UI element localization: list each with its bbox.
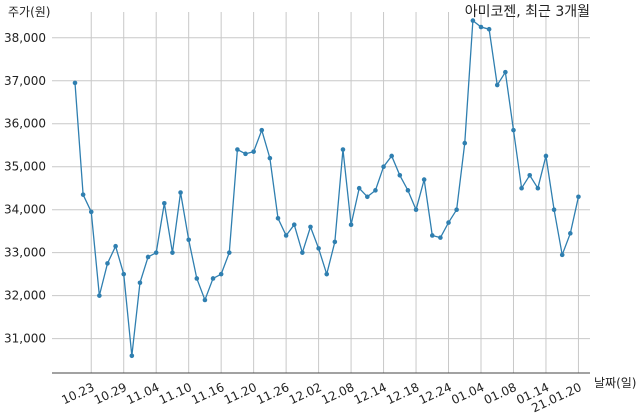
price-point — [259, 127, 265, 133]
price-point — [462, 140, 468, 146]
price-point — [308, 224, 313, 230]
price-point — [80, 192, 86, 197]
y-tick-label: 34,000 — [4, 203, 46, 217]
y-tick-label: 38,000 — [4, 31, 46, 45]
price-point — [486, 26, 492, 32]
price-point — [413, 207, 419, 212]
y-axis-label: 주가(원) — [8, 5, 50, 19]
price-point — [397, 173, 403, 178]
price-point — [162, 200, 167, 206]
price-point — [421, 177, 427, 182]
price-point — [251, 149, 256, 154]
y-tick-label: 31,000 — [4, 332, 46, 346]
price-point — [478, 24, 484, 30]
x-tick-label: 11.10 — [157, 380, 194, 407]
price-point — [405, 188, 411, 193]
price-point — [275, 215, 281, 221]
price-point — [283, 233, 289, 238]
price-point — [210, 276, 216, 281]
price-point — [300, 250, 305, 255]
x-tick-label: 12.18 — [384, 380, 421, 407]
price-point — [429, 233, 435, 238]
y-tick-label: 35,000 — [4, 160, 46, 174]
price-point — [535, 185, 541, 191]
price-point — [527, 173, 533, 178]
x-gridlines — [90, 12, 579, 373]
price-point — [503, 69, 508, 75]
price-point — [72, 80, 78, 86]
x-tick-label: 01.08 — [482, 380, 519, 407]
price-point — [105, 261, 110, 266]
price-point — [88, 209, 94, 215]
x-tick-label: 12.02 — [287, 380, 324, 407]
price-point — [511, 127, 516, 133]
price-point — [348, 222, 354, 228]
price-point — [324, 271, 330, 277]
price-point — [454, 207, 459, 212]
price-point — [186, 237, 191, 243]
y-tick-label: 36,000 — [4, 117, 46, 131]
x-tick-labels: 10.2310.2911.0411.1011.1611.2011.2612.02… — [59, 380, 583, 414]
price-point — [356, 185, 362, 191]
chart-title: 아미코젠, 최근 3개월 — [465, 4, 590, 20]
price-point — [543, 153, 549, 159]
x-axis-label: 날짜(일) — [594, 376, 636, 390]
price-point — [226, 250, 232, 255]
price-point — [145, 254, 151, 260]
price-point — [316, 246, 321, 251]
x-tick-label: 12.08 — [319, 380, 356, 407]
price-point — [218, 271, 224, 277]
price-point — [381, 164, 386, 170]
price-point — [121, 271, 127, 277]
x-tick-label: 10.29 — [92, 380, 129, 407]
x-tick-label: 11.16 — [189, 380, 226, 407]
price-point — [389, 153, 394, 159]
x-tick-label: 11.04 — [124, 380, 161, 407]
y-tick-label: 32,000 — [4, 289, 46, 303]
price-point — [559, 252, 565, 258]
price-point — [113, 243, 118, 249]
price-point — [243, 151, 248, 157]
y-tick-label: 33,000 — [4, 246, 46, 260]
price-point — [291, 222, 297, 228]
price-point — [494, 82, 500, 88]
price-point — [332, 239, 338, 245]
price-point — [178, 190, 183, 195]
price-point — [576, 194, 581, 200]
price-point — [373, 188, 378, 193]
x-tick-label: 12.14 — [352, 380, 389, 407]
y-gridlines — [52, 37, 590, 340]
price-point — [170, 250, 175, 255]
price-points — [72, 18, 581, 359]
price-point — [519, 185, 524, 191]
price-point — [202, 297, 208, 303]
y-tick-labels: 31,000 32,000 33,000 34,000 35,000 36,000 37,0… — [4, 31, 46, 346]
price-point — [340, 147, 346, 152]
price-point — [194, 276, 200, 281]
price-point — [551, 207, 557, 212]
price-point — [568, 231, 573, 236]
price-point — [137, 280, 143, 286]
price-point — [365, 194, 370, 200]
x-tick-label: 12.24 — [417, 380, 454, 407]
price-point — [446, 220, 451, 225]
price-point — [129, 353, 135, 359]
x-tick-label: 10.23 — [59, 380, 96, 407]
price-point — [438, 235, 443, 240]
y-tick-label: 37,000 — [4, 74, 46, 88]
x-tick-label: 11.26 — [254, 380, 291, 407]
price-point — [153, 250, 159, 255]
price-series-line — [74, 19, 580, 356]
price-point — [97, 293, 102, 298]
price-point — [470, 18, 476, 23]
price-point — [235, 147, 240, 152]
x-tick-label: 01.04 — [449, 380, 486, 407]
x-tick-label: 11.20 — [222, 380, 259, 407]
price-point — [267, 155, 273, 161]
